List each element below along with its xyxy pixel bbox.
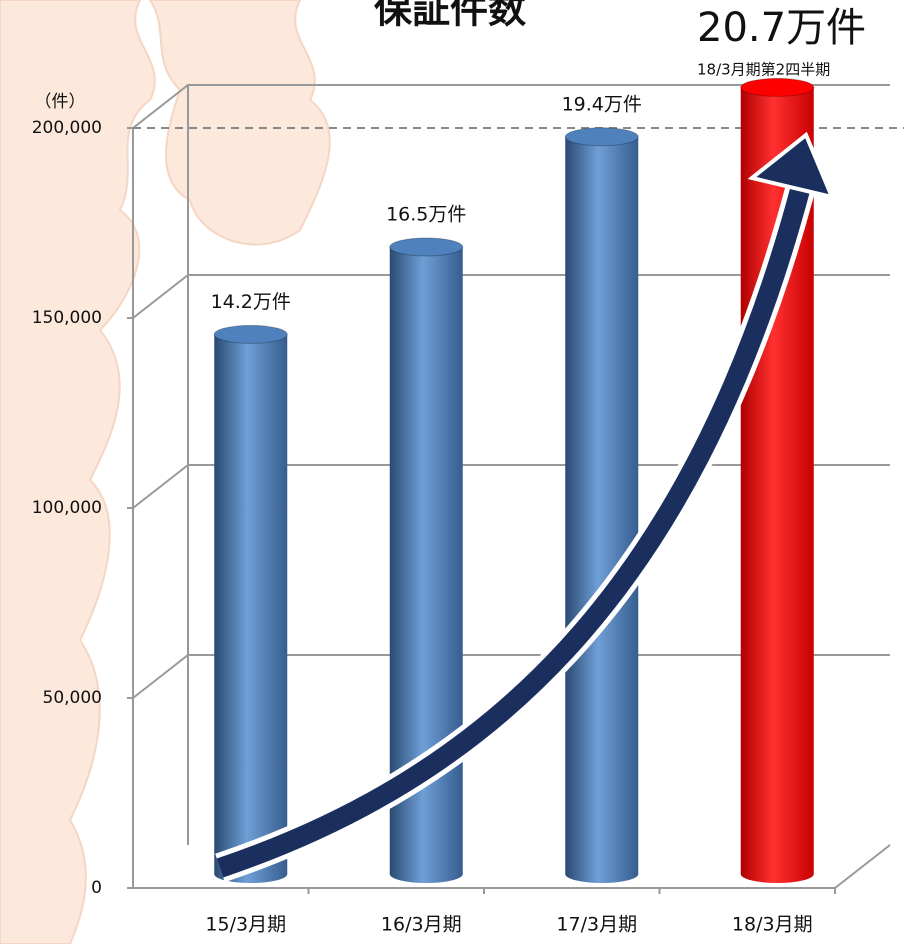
value-label: 20.7万件 — [697, 5, 866, 51]
y-unit: （件） — [35, 92, 86, 112]
x-tick-label: 17/3月期 — [556, 914, 637, 936]
chart: 保証件数 （件） 0 50,000 100,000 150,000 200,000 15/… — [0, 0, 904, 944]
bar-top — [214, 325, 287, 343]
y-tick-label: 100,000 — [32, 498, 102, 518]
y-tick-label: 200,000 — [32, 118, 102, 138]
chart-title: 保証件数 — [374, 0, 526, 32]
x-tick-label: 16/3月期 — [381, 914, 462, 936]
y-tick-label: 150,000 — [32, 308, 102, 328]
bar-top — [390, 238, 463, 256]
bar — [565, 137, 638, 874]
value-label: 14.2万件 — [211, 291, 291, 313]
bar — [214, 334, 287, 874]
value-label: 19.4万件 — [562, 93, 642, 115]
growth-arrow-outline — [220, 190, 800, 868]
y-tick-label: 50,000 — [43, 688, 102, 708]
y-tick-label: 0 — [91, 878, 102, 898]
value-label: 16.5万件 — [386, 204, 466, 226]
bar-top — [565, 128, 638, 146]
highlight-note: 18/3月期第2四半期 — [697, 61, 830, 79]
x-tick-label: 18/3月期 — [732, 914, 813, 936]
bar-top — [741, 78, 814, 96]
x-tick-label: 15/3月期 — [205, 914, 286, 936]
growth-arrow — [220, 190, 800, 868]
